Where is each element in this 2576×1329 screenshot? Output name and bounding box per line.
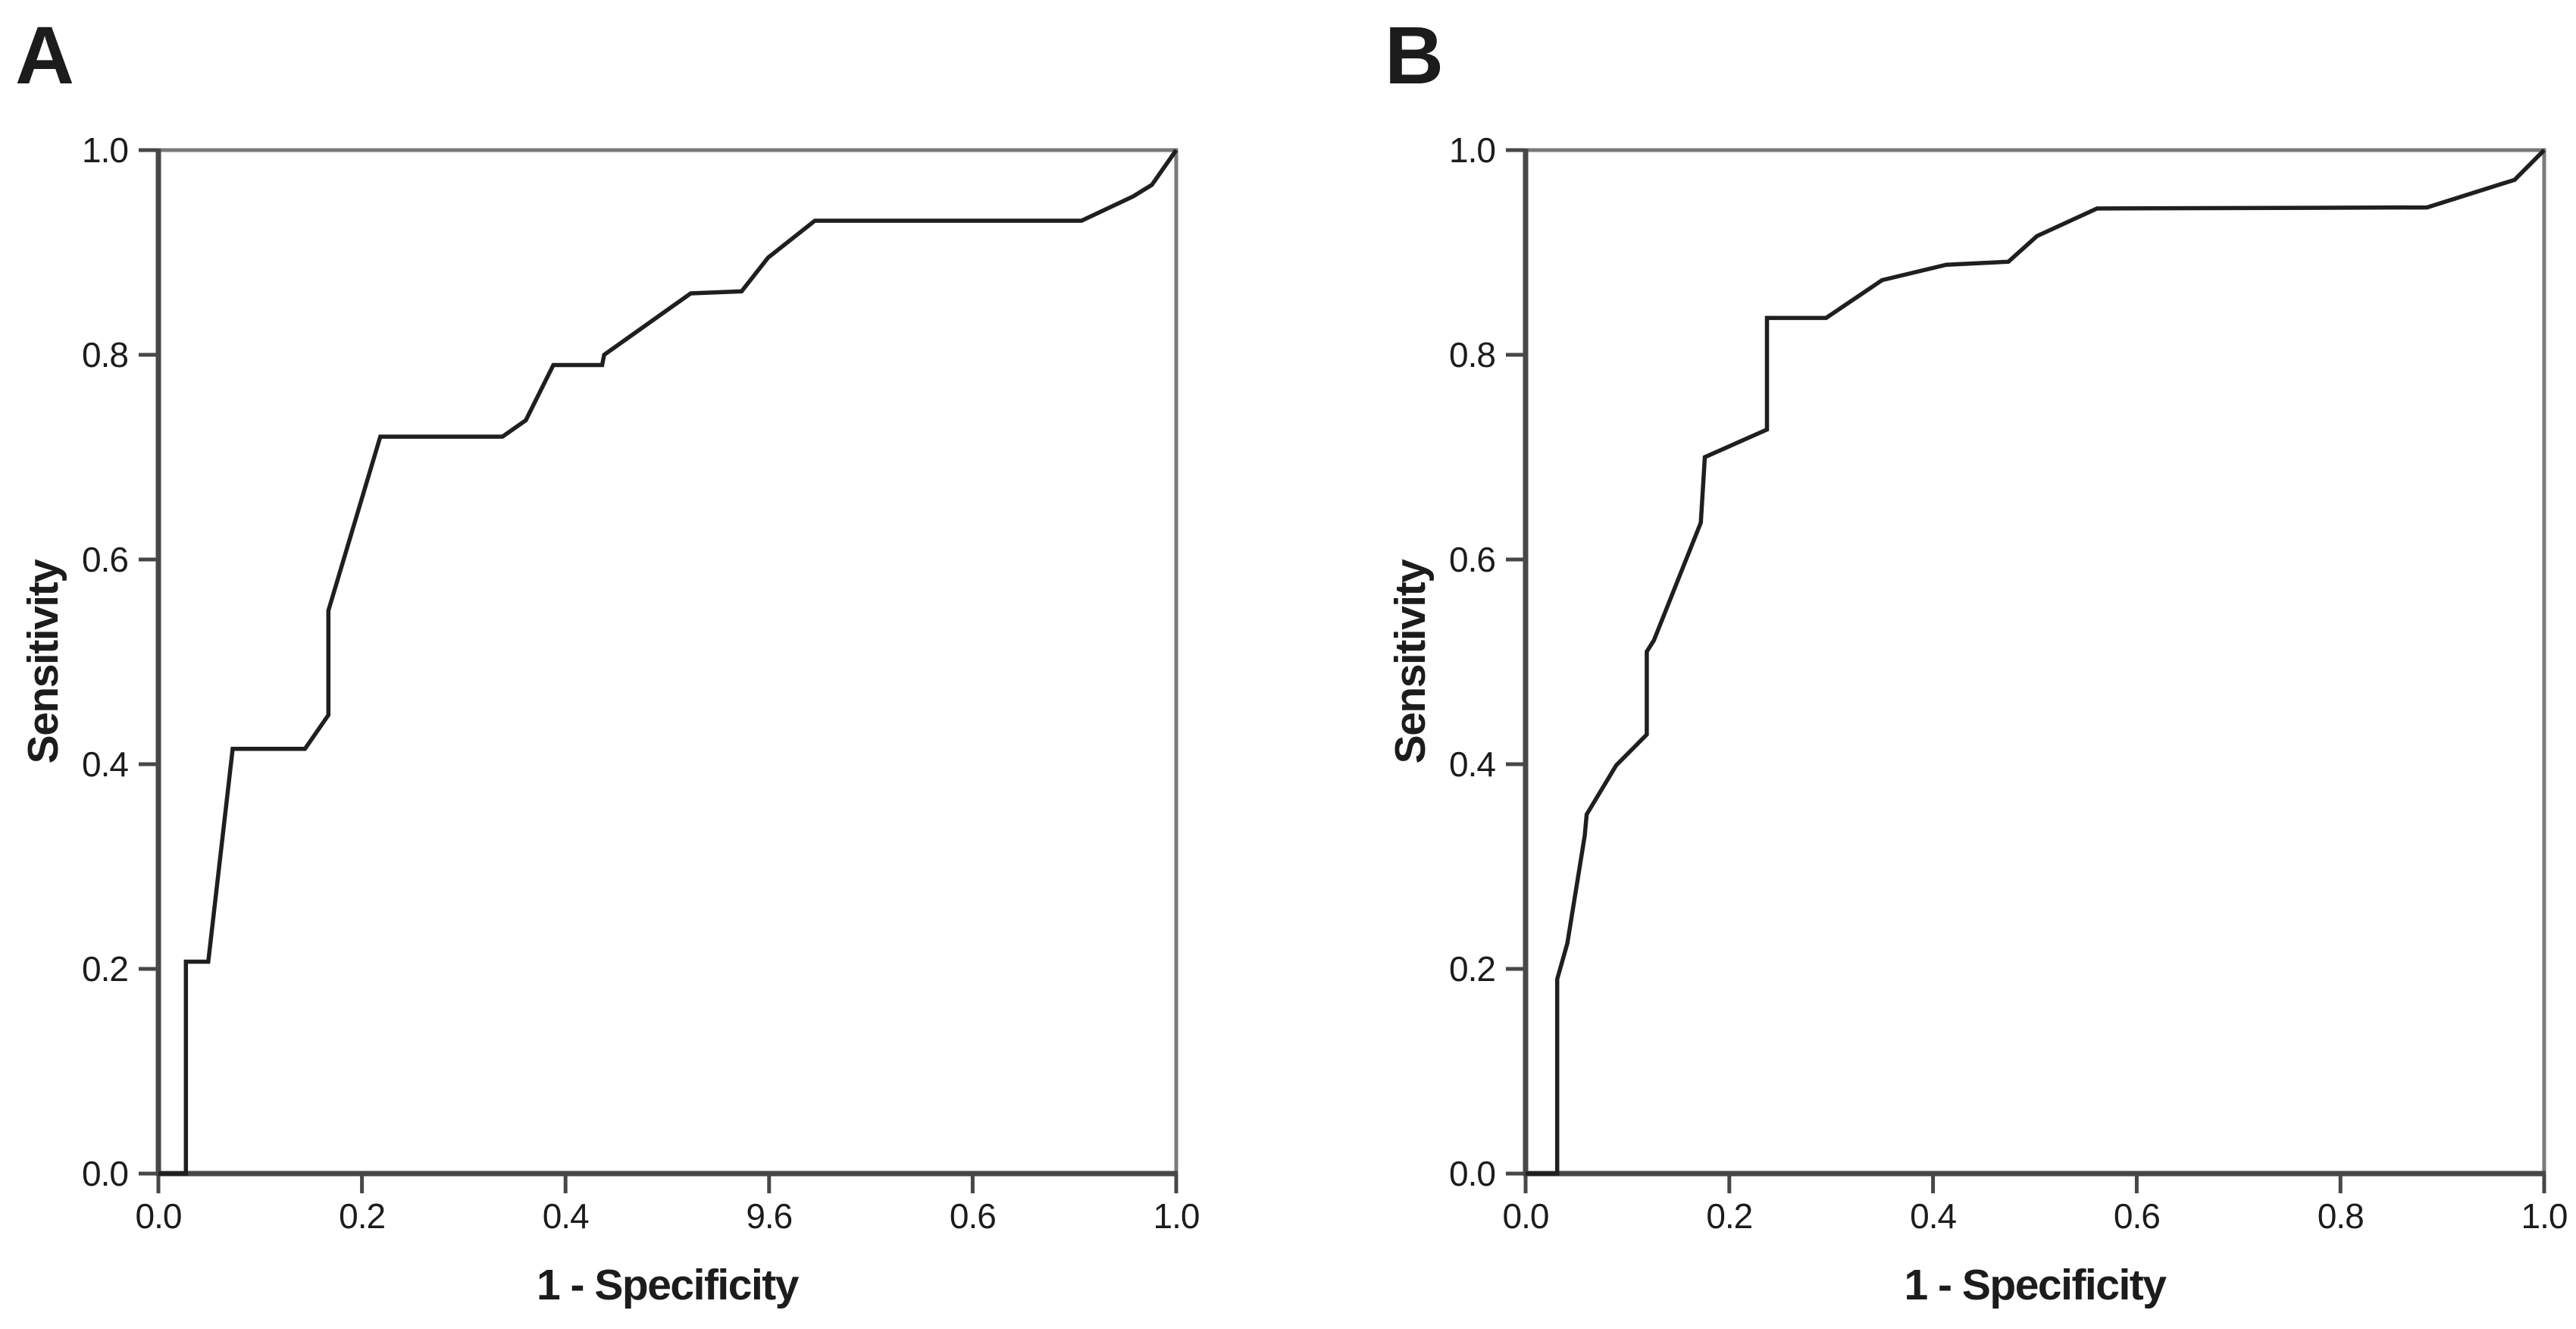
y-tick-label-b: 0.8 [1449,335,1495,375]
x-tick-label-b: 1.0 [2521,1196,2568,1236]
y-tick-label-a: 0.0 [82,1154,128,1193]
y-tick-label-a: 0.6 [82,540,128,579]
x-tick-label-a: 0.4 [543,1196,589,1236]
roc-panel-b: 0.0 0.2 0.4 0.6 0.8 1.0 1.0 0.8 0.6 0.4 0.2 0.0 1 - … [1385,9,2568,1309]
x-tick-label-b: 0.8 [2318,1196,2364,1236]
y-tick-label-b: 0.0 [1449,1154,1495,1193]
roc-panel-a: 0.0 0.2 0.4 9.6 0.6 1.0 1.0 0.8 0.6 0.4 0.2 0.0 1 - … [15,9,1200,1309]
y-axis-title-a: Sensitivity [19,559,67,763]
x-axis-title-a: 1 - Specificity [537,1261,800,1309]
plot-frame-a [156,148,1178,1176]
y-tick-label-b: 0.2 [1449,949,1495,989]
y-tick-label-b: 1.0 [1449,130,1495,170]
y-tick-label-b: 0.4 [1449,744,1495,784]
roc-curve-a [158,149,1178,1176]
plot-frame-b [1523,148,2546,1176]
x-tick-label-a: 9.6 [746,1196,792,1236]
y-tick-label-a: 0.2 [82,949,128,989]
x-tick-label-a: 0.2 [339,1196,385,1236]
x-tick-label-b: 0.6 [2114,1196,2160,1236]
y-tick-label-b: 0.6 [1449,540,1495,579]
y-tick-label-a: 0.4 [82,744,128,784]
x-tick-label-b: 0.0 [1503,1196,1549,1236]
x-tick-label-a: 1.0 [1153,1196,1200,1236]
y-tick-label-a: 1.0 [82,130,128,170]
y-axis-title-b: Sensitivity [1386,559,1435,763]
roc-curve-b [1526,149,2546,1176]
y-tick-label-a: 0.8 [82,335,128,375]
x-tick-label-b: 0.2 [1706,1196,1752,1236]
x-tick-label-a: 0.0 [136,1196,182,1236]
x-tick-label-b: 0.4 [1910,1196,1956,1236]
panel-letter-a: A [15,9,74,101]
panel-letter-b: B [1385,9,1444,101]
x-axis-title-b: 1 - Specificity [1905,1261,2168,1309]
x-tick-label-a: 0.6 [950,1196,996,1236]
